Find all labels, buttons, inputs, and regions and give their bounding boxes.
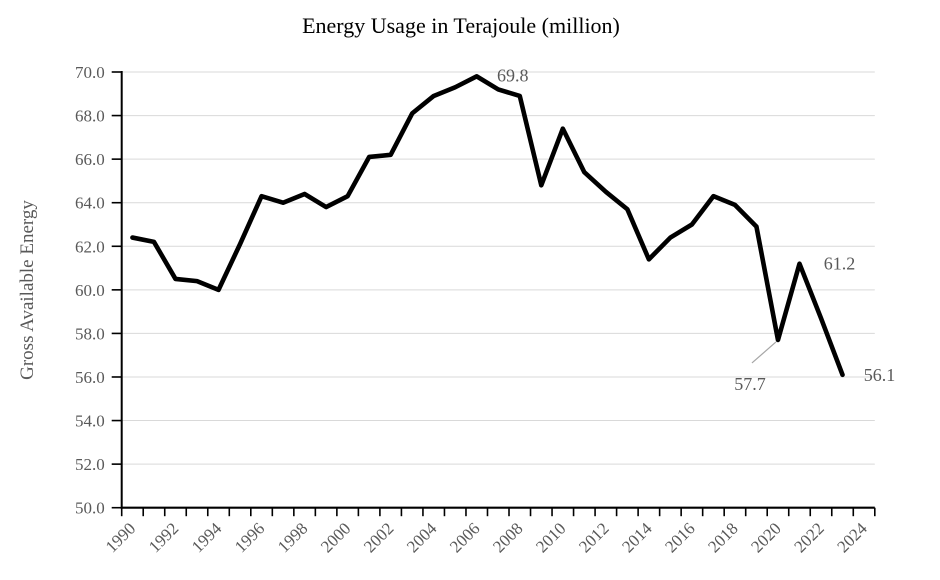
x-tick-label: 1992 bbox=[145, 519, 182, 556]
y-tick-label: 60.0 bbox=[75, 281, 105, 300]
data-label: 57.7 bbox=[734, 374, 766, 394]
x-tick-label: 1994 bbox=[188, 519, 226, 557]
x-tick-label: 2008 bbox=[489, 519, 526, 556]
y-tick-label: 64.0 bbox=[75, 194, 105, 213]
y-tick-label: 62.0 bbox=[75, 237, 105, 256]
annotation-leader-line bbox=[751, 341, 777, 364]
y-tick-label: 70.0 bbox=[75, 63, 105, 82]
data-annotations: 69.8 61.2 57.7 56.1 bbox=[497, 65, 895, 394]
y-tick-label: 68.0 bbox=[75, 107, 105, 126]
x-tick-label: 1996 bbox=[231, 519, 268, 556]
data-label: 61.2 bbox=[824, 254, 856, 274]
x-tick-label: 1998 bbox=[274, 519, 311, 556]
y-tick-label: 52.0 bbox=[75, 455, 105, 474]
chart-title: Energy Usage in Terajoule (million) bbox=[302, 13, 620, 38]
y-axis-tick-labels: 70.0 68.0 66.0 64.0 62.0 60.0 58.0 56.0 54.0 52.0… bbox=[75, 63, 105, 518]
y-tick-label: 66.0 bbox=[75, 150, 105, 169]
x-tick-label: 2004 bbox=[403, 519, 441, 557]
series-polyline bbox=[130, 74, 845, 378]
x-tick-label: 2002 bbox=[360, 519, 397, 556]
y-tick-label: 58.0 bbox=[75, 324, 105, 343]
x-tick-label: 2022 bbox=[790, 519, 827, 556]
x-tick-label: 2018 bbox=[704, 519, 741, 556]
x-tick-label: 2000 bbox=[317, 519, 354, 556]
data-label: 56.1 bbox=[864, 365, 896, 385]
y-tick-label: 50.0 bbox=[75, 499, 105, 518]
x-tick-label: 2012 bbox=[575, 519, 612, 556]
x-tick-label: 2006 bbox=[446, 519, 483, 556]
x-tick-label: 2024 bbox=[833, 519, 871, 557]
x-tick-label: 2016 bbox=[661, 519, 698, 556]
data-label: 69.8 bbox=[497, 65, 529, 85]
y-tick-label: 56.0 bbox=[75, 368, 105, 387]
x-tick-label: 1990 bbox=[102, 519, 139, 556]
series-line bbox=[130, 74, 845, 378]
x-tick-label: 2020 bbox=[747, 519, 784, 556]
y-tick-label: 54.0 bbox=[75, 412, 105, 431]
axes bbox=[111, 71, 876, 517]
x-tick-label: 2010 bbox=[532, 519, 569, 556]
x-tick-label: 2014 bbox=[618, 519, 656, 557]
x-axis-tick-labels: 1990 1992 1994 1996 1998 2000 2002 2004 2006 2008… bbox=[102, 519, 871, 557]
gridlines bbox=[121, 71, 875, 465]
y-axis-title: Gross Available Energy bbox=[17, 200, 38, 380]
